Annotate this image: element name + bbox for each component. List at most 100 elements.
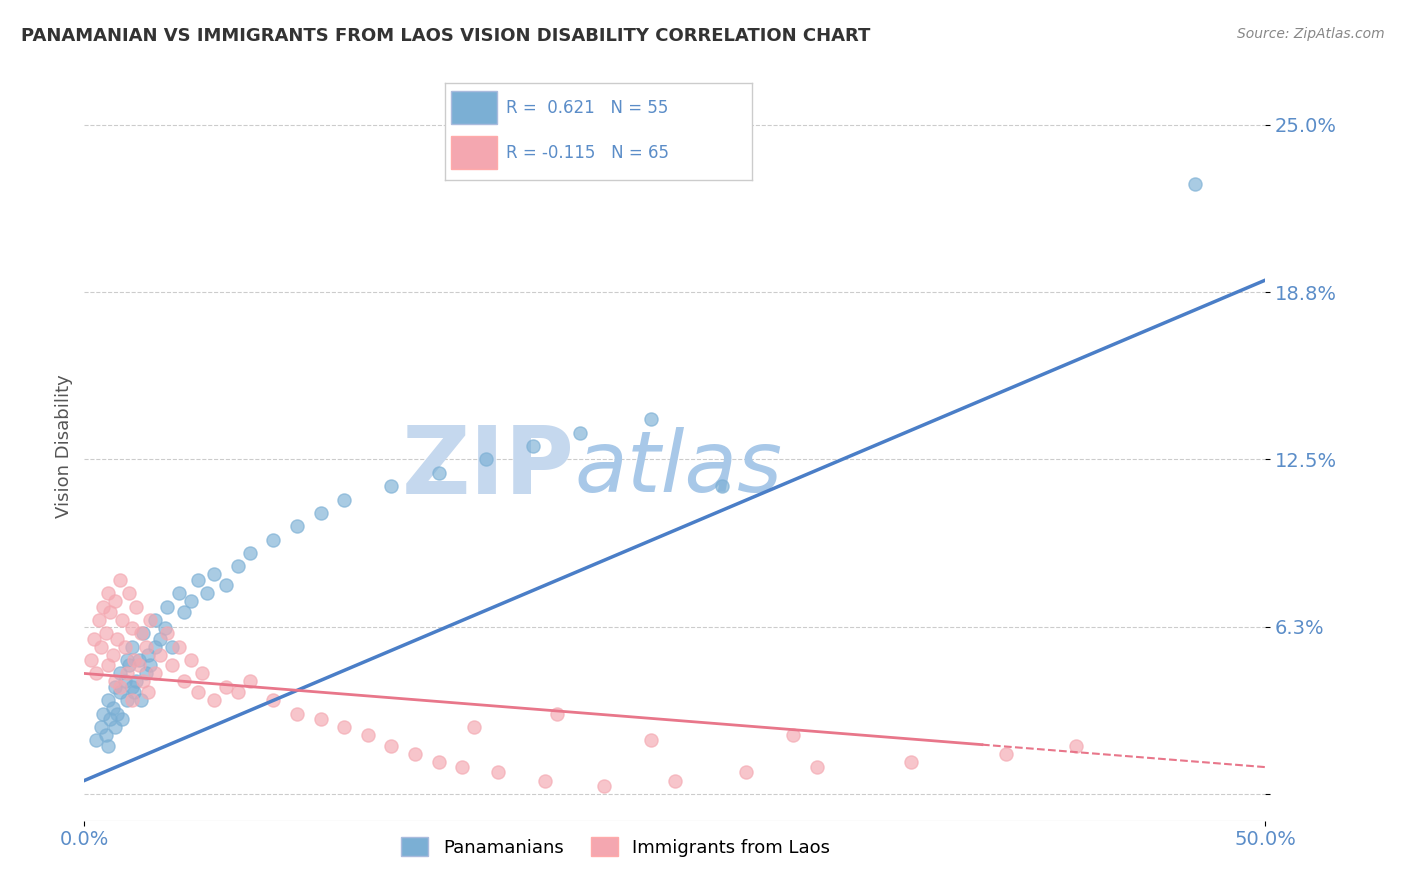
Text: atlas: atlas — [575, 427, 783, 510]
Point — [160, 640, 183, 654]
Point — [357, 728, 380, 742]
Point — [333, 492, 356, 507]
Point — [128, 653, 150, 667]
Point — [136, 685, 159, 699]
Point — [900, 755, 922, 769]
Point — [135, 666, 157, 681]
Point — [156, 626, 179, 640]
Point — [104, 674, 127, 689]
Point — [101, 648, 124, 662]
Point — [121, 693, 143, 707]
Point — [111, 712, 134, 726]
Point — [90, 640, 112, 654]
Y-axis label: Vision Disability: Vision Disability — [55, 374, 73, 518]
Point — [98, 712, 121, 726]
Point — [149, 632, 172, 646]
Point — [108, 680, 131, 694]
Point — [91, 599, 114, 614]
Point — [84, 733, 107, 747]
Point — [451, 760, 474, 774]
Point — [108, 573, 131, 587]
Point — [97, 586, 120, 600]
Point — [136, 648, 159, 662]
Point — [191, 666, 214, 681]
Point — [202, 567, 225, 582]
Point — [309, 506, 332, 520]
Point — [121, 621, 143, 635]
Point — [195, 586, 218, 600]
Point — [111, 613, 134, 627]
Point — [107, 632, 129, 646]
Point — [125, 599, 148, 614]
Text: Source: ZipAtlas.com: Source: ZipAtlas.com — [1237, 27, 1385, 41]
Point — [522, 439, 544, 453]
Point — [104, 594, 127, 608]
Point — [108, 666, 131, 681]
Point — [128, 658, 150, 673]
Point — [118, 658, 141, 673]
Point — [114, 640, 136, 654]
Point — [104, 680, 127, 694]
Point — [97, 693, 120, 707]
Point — [1066, 739, 1088, 753]
Point — [143, 613, 166, 627]
Point — [143, 666, 166, 681]
Text: PANAMANIAN VS IMMIGRANTS FROM LAOS VISION DISABILITY CORRELATION CHART: PANAMANIAN VS IMMIGRANTS FROM LAOS VISIO… — [21, 27, 870, 45]
Point — [94, 728, 117, 742]
Point — [333, 720, 356, 734]
Point — [187, 573, 209, 587]
Point — [404, 747, 426, 761]
Point — [202, 693, 225, 707]
Point — [173, 674, 195, 689]
Point — [160, 658, 183, 673]
Point — [121, 680, 143, 694]
Point — [309, 712, 332, 726]
Point — [84, 666, 107, 681]
Point — [129, 693, 152, 707]
Point — [101, 701, 124, 715]
Point — [285, 706, 308, 721]
Point — [122, 653, 145, 667]
Point — [143, 640, 166, 654]
Point — [83, 632, 105, 646]
Point — [139, 613, 162, 627]
Point — [118, 586, 141, 600]
Point — [121, 640, 143, 654]
Point — [380, 739, 402, 753]
Point — [122, 685, 145, 699]
Point — [239, 674, 262, 689]
Point — [173, 605, 195, 619]
Point — [167, 586, 190, 600]
Point — [806, 760, 828, 774]
Point — [285, 519, 308, 533]
Point — [115, 653, 138, 667]
Text: ZIP: ZIP — [402, 423, 575, 515]
Point — [463, 720, 485, 734]
Point — [664, 773, 686, 788]
Point — [994, 747, 1017, 761]
Point — [115, 666, 138, 681]
Point — [215, 578, 238, 592]
Point — [97, 739, 120, 753]
Point — [593, 779, 616, 793]
Point — [569, 425, 592, 440]
Point — [87, 613, 110, 627]
Point — [125, 674, 148, 689]
Point — [132, 626, 155, 640]
Point — [215, 680, 238, 694]
Point — [97, 658, 120, 673]
Point — [139, 658, 162, 673]
Point — [91, 706, 114, 721]
Point — [711, 479, 734, 493]
Point — [149, 648, 172, 662]
Point — [153, 621, 176, 635]
Point — [475, 452, 498, 467]
Point — [90, 720, 112, 734]
Point — [262, 693, 284, 707]
Point — [114, 674, 136, 689]
Point — [782, 728, 804, 742]
Point — [239, 546, 262, 560]
Legend: Panamanians, Immigrants from Laos: Panamanians, Immigrants from Laos — [394, 830, 838, 864]
Point — [1184, 177, 1206, 191]
Point — [640, 733, 662, 747]
